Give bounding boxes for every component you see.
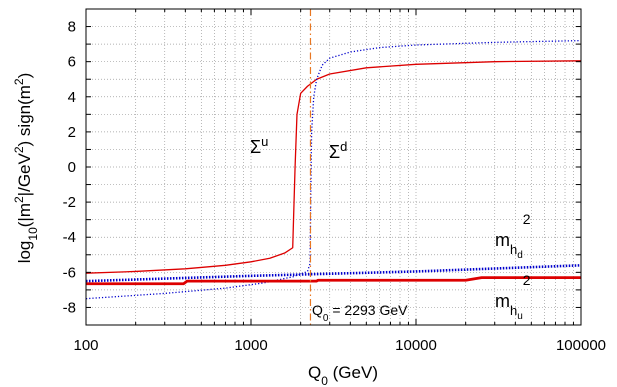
x-tick-label: 100000 (556, 337, 606, 354)
y-tick-label: 4 (68, 89, 76, 106)
series-layer (85, 39, 582, 300)
y-tick-label: -6 (63, 264, 76, 281)
y-axis-label: log10(|m2|/GeV2) sign(m2) (12, 73, 40, 264)
mhu2-label: mhu2 (495, 272, 531, 322)
y-tick-label: 8 (68, 19, 76, 36)
x-tick-label: 10000 (395, 337, 437, 354)
x-tick-label: 100 (73, 337, 98, 354)
y-tick-label: -8 (63, 299, 76, 316)
x-axis-label: Q0 (GeV) (308, 363, 378, 387)
axis-ticks: 100 1000 10000 100000 -8 -6 -4 -2 0 2 4 6 8 (63, 8, 606, 354)
y-tick-label: -4 (63, 229, 76, 246)
y-tick-label: -2 (63, 194, 76, 211)
series-line-sigma-d (85, 39, 582, 300)
series-line-mhu2 (86, 276, 581, 286)
y-tick-label: 0 (68, 159, 76, 176)
mhd2-label: mhd2 (495, 211, 531, 261)
vline-label: Q0 = 2293 GeV (312, 302, 408, 324)
sigma-u-label: Σu (250, 134, 268, 158)
x-tick-label: 1000 (234, 337, 267, 354)
sigma-d-label: Σd (329, 139, 347, 163)
y-tick-label: 2 (68, 124, 76, 141)
y-tick-label: 6 (68, 54, 76, 71)
series-line-sigma-u (85, 60, 582, 274)
